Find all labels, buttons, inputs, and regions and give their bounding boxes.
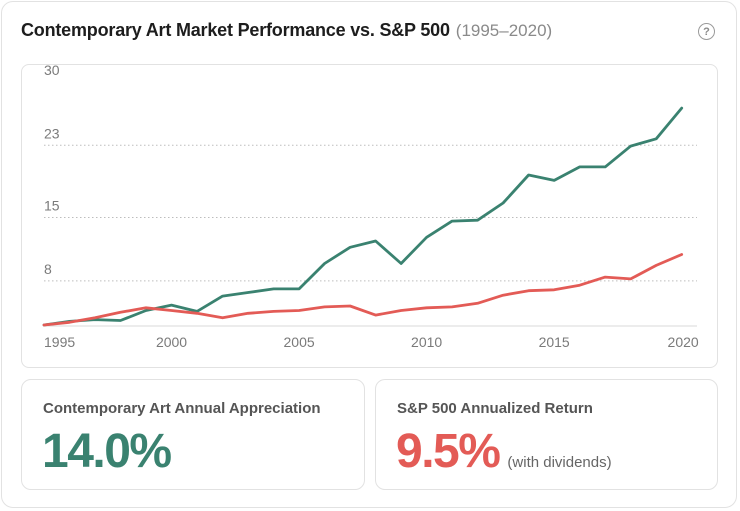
series-layer [42, 106, 684, 327]
x-tick-label: 2000 [156, 334, 187, 350]
sp500-stat-row: 9.5% (with dividends) [396, 424, 612, 479]
y-tick-label: 8 [44, 261, 52, 277]
x-tick-label: 2015 [539, 334, 570, 350]
y-tick-label: 30 [44, 65, 60, 78]
art-series-line [42, 106, 684, 327]
chart-title: Contemporary Art Market Performance vs. … [21, 20, 450, 40]
x-tick-label: 2010 [411, 334, 442, 350]
chart-panel: 30 23 15 8 1995 2000 2005 2010 2015 2020 [21, 62, 718, 368]
sp500-series-line [42, 253, 684, 327]
art-stat-row: 14.0% [42, 424, 172, 479]
sp500-stat-note: (with dividends) [507, 454, 612, 471]
y-tick-label: 15 [44, 198, 60, 214]
sp500-stat-value: 9.5% [396, 425, 501, 478]
art-stat-label: Contemporary Art Annual Appreciation [43, 400, 321, 417]
y-tick-label: 23 [44, 125, 60, 141]
sp500-stat-label: S&P 500 Annualized Return [397, 400, 593, 417]
chart-subtitle: (1995–2020) [455, 21, 553, 40]
art-stat-card: Contemporary Art Annual Appreciation 14.… [21, 379, 365, 490]
line-chart: 30 23 15 8 1995 2000 2005 2010 2015 2020 [42, 62, 699, 350]
art-stat-value: 14.0% [42, 425, 172, 478]
sp500-stat-card: S&P 500 Annualized Return 9.5% (with div… [375, 379, 718, 490]
x-tick-label: 2005 [284, 334, 315, 350]
x-tick-label: 1995 [44, 334, 75, 350]
x-tick-label: 2020 [668, 334, 699, 350]
help-icon[interactable]: ? [698, 23, 715, 40]
axis-layer: 30 23 15 8 1995 2000 2005 2010 2015 2020 [44, 62, 699, 350]
title-row: Contemporary Art Market Performance vs. … [21, 20, 552, 46]
grid-layer [44, 144, 697, 282]
